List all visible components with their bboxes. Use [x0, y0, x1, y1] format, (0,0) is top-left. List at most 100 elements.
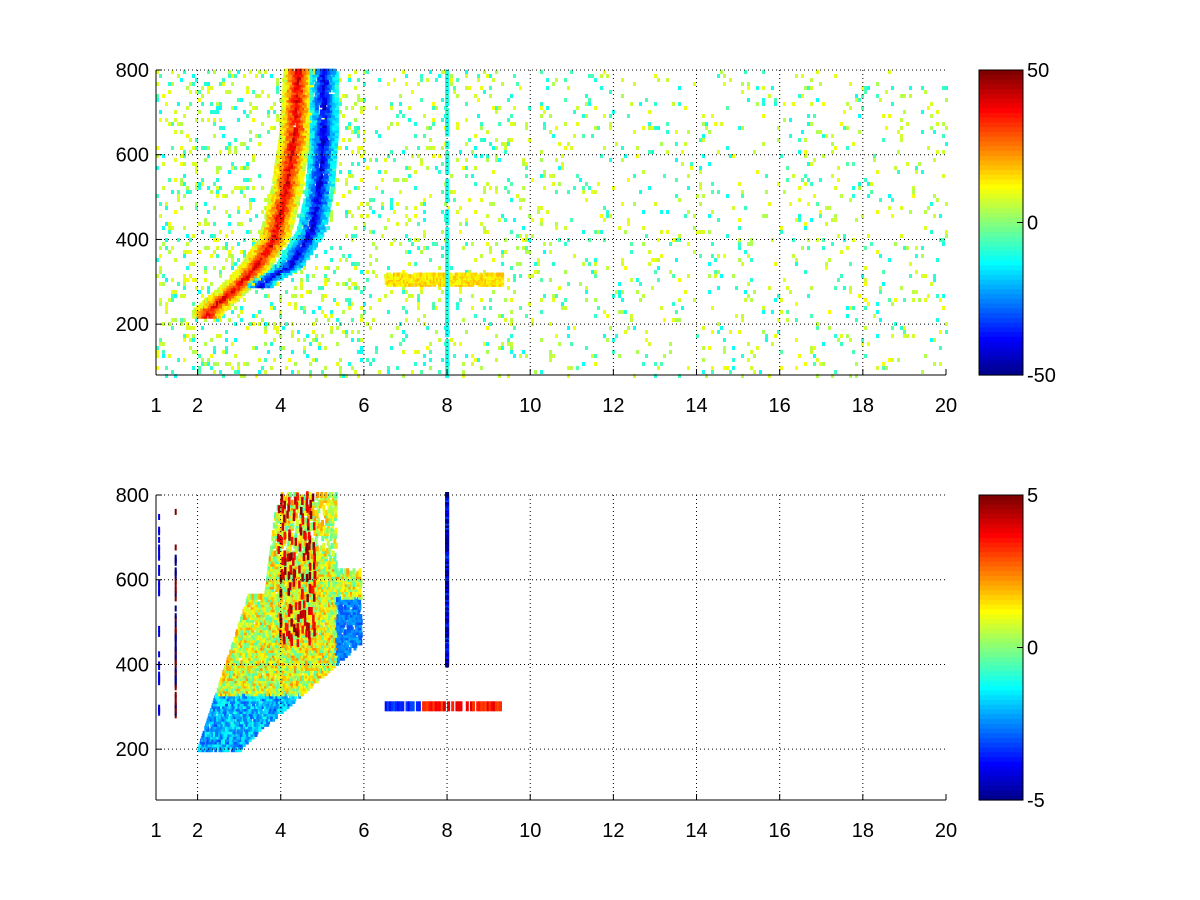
- heatmap-cell: [186, 186, 189, 190]
- heatmap-cell: [319, 101, 324, 108]
- heatmap-cell: [792, 174, 795, 178]
- heatmap-cell: [423, 134, 426, 138]
- heatmap-cell: [491, 272, 495, 277]
- heatmap-cell: [834, 286, 837, 290]
- heatmap-cell: [305, 185, 310, 192]
- heatmap-cell: [687, 174, 690, 178]
- heatmap-cell: [543, 294, 546, 298]
- heatmap-cell: [804, 150, 807, 154]
- heatmap-cell: [891, 214, 894, 218]
- heatmap-cell: [465, 222, 468, 226]
- heatmap-cell: [222, 78, 225, 82]
- heatmap-cell: [231, 342, 234, 346]
- heatmap-cell: [249, 322, 252, 326]
- colorbar-swatch: [979, 355, 1023, 362]
- heatmap-cell: [156, 94, 159, 98]
- heatmap-cell: [192, 326, 195, 330]
- heatmap-cell: [702, 122, 705, 126]
- heatmap-cell: [405, 334, 408, 338]
- heatmap-cell: [582, 186, 585, 190]
- heatmap-cell: [165, 306, 168, 310]
- heatmap-cell: [183, 286, 186, 290]
- heatmap-cell: [849, 374, 852, 378]
- heatmap-cell: [309, 170, 314, 177]
- heatmap-cell: [241, 274, 245, 281]
- heatmap-cell: [215, 300, 220, 306]
- heatmap-cell: [930, 338, 933, 342]
- heatmap-cell: [879, 98, 882, 102]
- heatmap-cell: [265, 218, 270, 225]
- heatmap-cell: [618, 290, 621, 294]
- heatmap-cell: [942, 122, 945, 126]
- heatmap-cell: [483, 226, 486, 230]
- heatmap-cell: [711, 190, 714, 194]
- heatmap-cell: [579, 178, 582, 182]
- heatmap-cell: [421, 274, 425, 279]
- heatmap-cell: [261, 122, 264, 126]
- heatmap-cell: [561, 154, 564, 158]
- heatmap-cell: [405, 166, 408, 170]
- heatmap-cell: [495, 154, 498, 158]
- heatmap-cell: [246, 146, 249, 150]
- heatmap-cell: [483, 270, 486, 274]
- heatmap-cell: [234, 166, 237, 170]
- heatmap-cell: [406, 277, 410, 282]
- heatmap-cell: [885, 126, 888, 130]
- heatmap-cell: [945, 86, 948, 90]
- heatmap-cell: [225, 90, 228, 94]
- heatmap-cell: [450, 82, 453, 86]
- heatmap-cell: [207, 90, 210, 94]
- heatmap-cell: [699, 254, 702, 258]
- heatmap-cell: [302, 129, 307, 136]
- heatmap-cell: [267, 114, 270, 118]
- heatmap-cell: [476, 274, 480, 279]
- heatmap-cell: [408, 238, 411, 242]
- heatmap-cell: [849, 198, 852, 202]
- heatmap-cell: [375, 346, 378, 350]
- heatmap-cell: [201, 118, 204, 122]
- heatmap-cell: [216, 194, 219, 198]
- heatmap-cell: [186, 250, 189, 254]
- heatmap-cell: [702, 138, 705, 142]
- heatmap-cell: [549, 350, 552, 354]
- heatmap-cell: [504, 318, 507, 322]
- heatmap-cell: [452, 276, 456, 280]
- heatmap-cell: [156, 354, 159, 358]
- heatmap-cell: [357, 150, 360, 154]
- heatmap-cell: [909, 210, 912, 214]
- heatmap-cell: [192, 350, 195, 354]
- heatmap-cell: [867, 86, 870, 90]
- colorbar-swatch: [979, 284, 1023, 290]
- heatmap-cell: [567, 374, 570, 378]
- heatmap-cell: [564, 306, 567, 310]
- heatmap-cell: [747, 242, 750, 246]
- heatmap-cell: [429, 138, 432, 142]
- heatmap-cell: [414, 350, 417, 354]
- heatmap-cell: [212, 312, 217, 319]
- heatmap-cell: [633, 202, 636, 206]
- heatmap-cell: [903, 330, 906, 334]
- heatmap-cell: [168, 250, 171, 254]
- colorbar-swatch: [979, 279, 1023, 286]
- heatmap-cell: [876, 250, 879, 254]
- heatmap-cell: [426, 126, 429, 130]
- heatmap-cell: [445, 308, 450, 315]
- heatmap-cell: [693, 82, 696, 86]
- heatmap-cell: [360, 202, 363, 206]
- heatmap-cell: [942, 134, 945, 138]
- heatmap-cell: [327, 266, 330, 270]
- heatmap-cell: [171, 278, 174, 282]
- heatmap-cell: [810, 314, 813, 318]
- heatmap-cell: [372, 198, 375, 202]
- heatmap-cell: [798, 354, 801, 358]
- heatmap-cell: [381, 206, 384, 210]
- heatmap-cell: [486, 130, 489, 134]
- heatmap-cell: [435, 306, 438, 310]
- heatmap-cell: [825, 266, 828, 270]
- heatmap-cell: [243, 238, 246, 242]
- heatmap-cell: [924, 226, 927, 230]
- heatmap-cell: [831, 218, 834, 222]
- heatmap-cell: [672, 102, 675, 106]
- heatmap-cell: [387, 218, 390, 222]
- heatmap-cell: [198, 182, 201, 186]
